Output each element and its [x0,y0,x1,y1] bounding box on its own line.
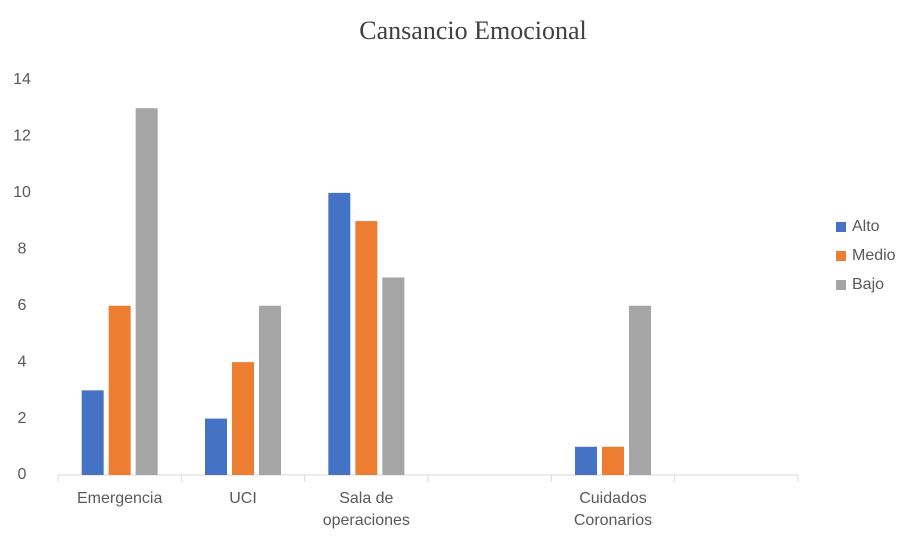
y-tick-label: 0 [18,466,27,483]
x-tick-label: Emergencia [76,490,163,507]
x-tick-label: UCI [229,490,257,507]
bar [205,418,227,475]
y-tick-label: 6 [18,297,27,314]
legend-label: Medio [852,247,896,264]
chart-title: Cansancio Emocional [359,16,586,45]
bar [259,305,281,475]
legend-label: Bajo [852,276,884,293]
legend-swatch [836,222,846,232]
bar [575,446,597,475]
bar [81,390,104,475]
bar [328,192,351,475]
bar [355,221,378,475]
y-tick-label: 8 [18,241,27,258]
y-tick-label: 10 [13,184,31,201]
legend-label: Alto [852,218,880,235]
bar [232,362,254,475]
bar [602,446,624,475]
legend-swatch [836,251,846,261]
legend-swatch [836,280,846,290]
bar [629,305,651,475]
bar [135,108,158,475]
y-tick-label: 4 [18,353,27,370]
x-tick-label: Cuidados Coronarios [573,490,653,529]
y-tick-label: 2 [18,410,27,427]
x-tick-label: Sala de operaciones [322,490,410,529]
bar [108,305,131,475]
bar [382,277,405,475]
y-tick-label: 14 [13,71,31,88]
y-tick-label: 12 [13,128,31,145]
